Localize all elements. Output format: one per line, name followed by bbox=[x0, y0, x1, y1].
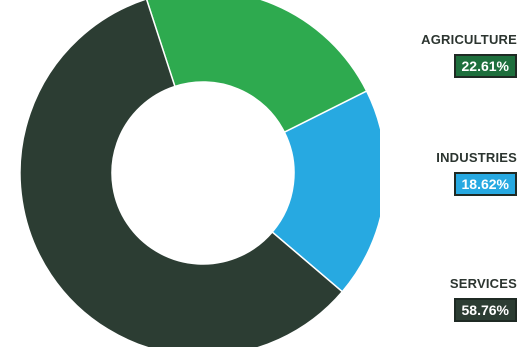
legend-industries: INDUSTRIES 18.62% bbox=[357, 150, 517, 196]
slice-agriculture bbox=[146, 0, 368, 134]
legend-label-industries: INDUSTRIES bbox=[436, 150, 517, 165]
legend-value-agriculture: 22.61% bbox=[453, 54, 517, 78]
donut-chart bbox=[19, 0, 380, 347]
slice-services bbox=[19, 0, 344, 347]
slice-industries bbox=[271, 90, 380, 293]
legend-services: SERVICES 58.76% bbox=[357, 276, 517, 322]
legend-label-services: SERVICES bbox=[449, 276, 517, 291]
legend-value-industries: 18.62% bbox=[453, 172, 517, 196]
legend-agriculture: AGRICULTURE 22.61% bbox=[357, 32, 517, 78]
legend-label-agriculture: AGRICULTURE bbox=[421, 32, 517, 47]
legend-value-services: 58.76% bbox=[453, 298, 517, 322]
